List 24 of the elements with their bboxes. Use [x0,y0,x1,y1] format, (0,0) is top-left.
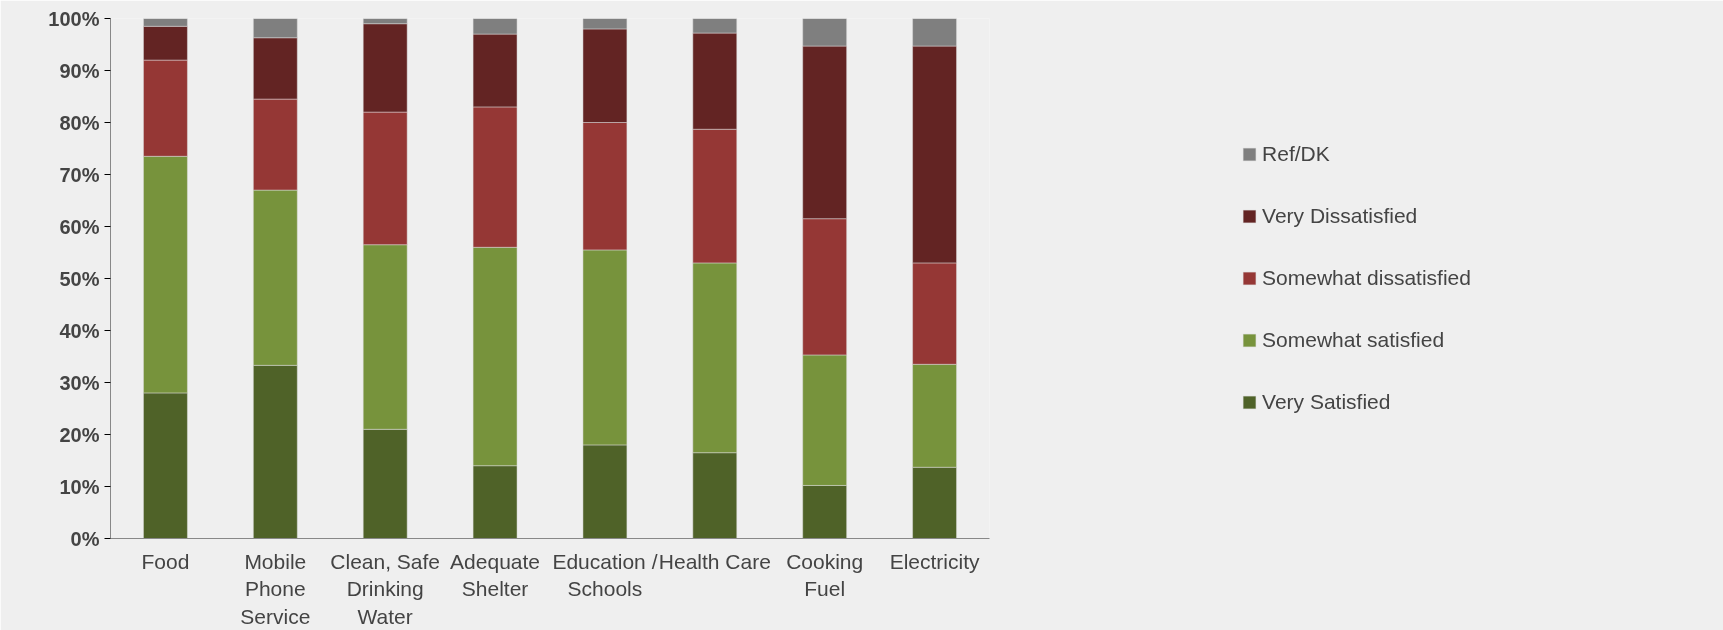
legend-label: Very Satisfied [1262,390,1392,414]
y-tick-label: 80% [59,111,100,134]
y-tick-label: 90% [59,59,100,82]
x-tick-label: Adequate Shelter [450,549,541,601]
y-tick-label: 100% [48,7,100,30]
x-tick-label: Electricity [889,549,980,573]
y-tick-label: 30% [59,371,100,394]
legend-label: Somewhat satisfied [1262,328,1446,352]
x-tick-label: Clean, Safe Drinking Water [330,549,441,628]
y-tick-label: 0% [70,527,100,550]
x-tick-label: Cooking Fuel [786,549,864,601]
x-tick-label: Mobile Phone Service [240,549,311,628]
y-tick-label: 70% [59,163,100,186]
y-tick-label: 40% [59,319,100,342]
y-tick-label: 10% [59,475,100,498]
y-tick-label: 60% [59,215,100,238]
legend-label: Very Dissatisfied [1262,204,1419,228]
x-tick-label: Education / Schools [552,549,658,601]
y-tick-label: 20% [59,423,100,446]
y-tick-label: 50% [59,267,100,290]
x-tick-label: Health Care [658,549,771,573]
x-tick-label: Food [141,549,190,573]
legend-label: Ref/DK [1262,142,1331,166]
legend-label: Somewhat dissatisfied [1262,266,1471,290]
